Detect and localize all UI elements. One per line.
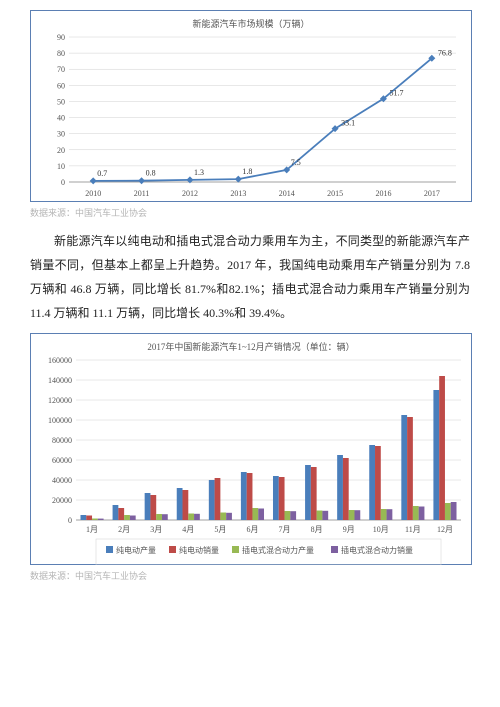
svg-text:1月: 1月 bbox=[86, 525, 98, 534]
svg-text:40000: 40000 bbox=[52, 476, 72, 485]
svg-text:0.8: 0.8 bbox=[146, 169, 156, 178]
svg-text:纯电动产量: 纯电动产量 bbox=[116, 545, 156, 555]
svg-text:0: 0 bbox=[68, 516, 72, 525]
svg-text:2013: 2013 bbox=[230, 189, 246, 198]
source-text-1: 数据来源：中国汽车工业协会 bbox=[30, 206, 470, 219]
svg-text:插电式混合动力销量: 插电式混合动力销量 bbox=[341, 545, 413, 555]
svg-text:76.8: 76.8 bbox=[438, 48, 452, 57]
svg-text:120000: 120000 bbox=[48, 396, 72, 405]
chart1-title: 新能源汽车市场规模（万辆） bbox=[31, 11, 471, 32]
svg-text:70: 70 bbox=[57, 65, 65, 74]
svg-text:3月: 3月 bbox=[150, 525, 162, 534]
svg-text:60: 60 bbox=[57, 81, 65, 90]
svg-text:100000: 100000 bbox=[48, 416, 72, 425]
svg-text:20: 20 bbox=[57, 146, 65, 155]
svg-text:20000: 20000 bbox=[52, 496, 72, 505]
svg-text:8月: 8月 bbox=[311, 525, 323, 534]
svg-text:80: 80 bbox=[57, 49, 65, 58]
svg-text:1.8: 1.8 bbox=[242, 167, 252, 176]
svg-text:2017: 2017 bbox=[424, 189, 440, 198]
svg-text:2014: 2014 bbox=[279, 189, 295, 198]
svg-text:11月: 11月 bbox=[405, 525, 421, 534]
line-chart-svg: 0 10 20 30 40 50 60 70 80 90 2010 2011 2012 2013 2014 2… bbox=[31, 32, 471, 202]
source-text-2: 数据来源：中国汽车工业协会 bbox=[30, 569, 470, 582]
svg-text:30: 30 bbox=[57, 130, 65, 139]
svg-text:2010: 2010 bbox=[85, 189, 101, 198]
svg-text:2011: 2011 bbox=[134, 189, 150, 198]
svg-text:90: 90 bbox=[57, 33, 65, 42]
svg-text:40: 40 bbox=[57, 114, 65, 123]
bar-chart-container: 2017年中国新能源汽车1~12月产销情况（单位：辆） 0 20000 40000 6… bbox=[30, 333, 472, 565]
svg-text:纯电动销量: 纯电动销量 bbox=[179, 545, 219, 555]
svg-text:2015: 2015 bbox=[327, 189, 343, 198]
svg-text:10月: 10月 bbox=[373, 525, 389, 534]
svg-text:6月: 6月 bbox=[246, 525, 258, 534]
chart2-title: 2017年中国新能源汽车1~12月产销情况（单位：辆） bbox=[31, 334, 471, 355]
svg-text:0.7: 0.7 bbox=[97, 169, 107, 178]
bar-chart-svg: 0 20000 40000 60000 80000 100000 120000 140000 1… bbox=[31, 355, 471, 565]
svg-text:1.3: 1.3 bbox=[194, 168, 204, 177]
line-chart-container: 新能源汽车市场规模（万辆） 0 10 20 30 40 50 60 70 80 90 2010 201… bbox=[30, 10, 472, 202]
svg-text:60000: 60000 bbox=[52, 456, 72, 465]
svg-text:4月: 4月 bbox=[182, 525, 194, 534]
svg-text:5月: 5月 bbox=[214, 525, 226, 534]
svg-text:140000: 140000 bbox=[48, 376, 72, 385]
svg-text:9月: 9月 bbox=[343, 525, 355, 534]
svg-text:160000: 160000 bbox=[48, 356, 72, 365]
svg-text:插电式混合动力产量: 插电式混合动力产量 bbox=[242, 545, 314, 555]
svg-text:50: 50 bbox=[57, 97, 65, 106]
svg-text:33.1: 33.1 bbox=[341, 119, 355, 128]
svg-text:7.5: 7.5 bbox=[291, 158, 301, 167]
svg-text:7月: 7月 bbox=[279, 525, 291, 534]
svg-text:2月: 2月 bbox=[118, 525, 130, 534]
svg-text:51.7: 51.7 bbox=[389, 89, 403, 98]
svg-text:0: 0 bbox=[61, 178, 65, 187]
svg-text:2016: 2016 bbox=[375, 189, 391, 198]
svg-text:80000: 80000 bbox=[52, 436, 72, 445]
svg-text:10: 10 bbox=[57, 162, 65, 171]
svg-text:2012: 2012 bbox=[182, 189, 198, 198]
body-paragraph: 新能源汽车以纯电动和插电式混合动力乘用车为主，不同类型的新能源汽车产销量不同，但… bbox=[30, 229, 470, 325]
svg-text:12月: 12月 bbox=[437, 525, 453, 534]
